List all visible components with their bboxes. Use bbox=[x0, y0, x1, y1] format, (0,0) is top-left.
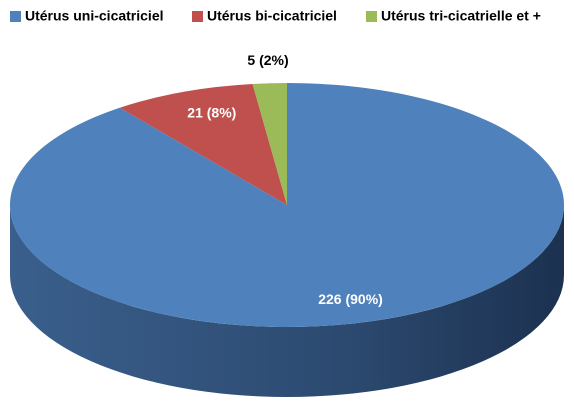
legend-swatch bbox=[366, 11, 377, 22]
pie-side bbox=[10, 205, 564, 397]
legend-label: Utérus tri-cicatrielle et + bbox=[381, 8, 541, 24]
legend-label: Utérus uni-cicatriciel bbox=[25, 8, 164, 24]
pie-slice bbox=[119, 83, 287, 205]
data-label: 5 (2%) bbox=[247, 52, 288, 68]
data-label: 226 (90%) bbox=[318, 291, 383, 307]
legend-swatch bbox=[10, 11, 21, 22]
pie-slice bbox=[252, 83, 287, 205]
legend-label: Utérus bi-cicatriciel bbox=[207, 8, 337, 24]
legend-swatch bbox=[192, 11, 203, 22]
data-label: 21 (8%) bbox=[187, 104, 236, 120]
